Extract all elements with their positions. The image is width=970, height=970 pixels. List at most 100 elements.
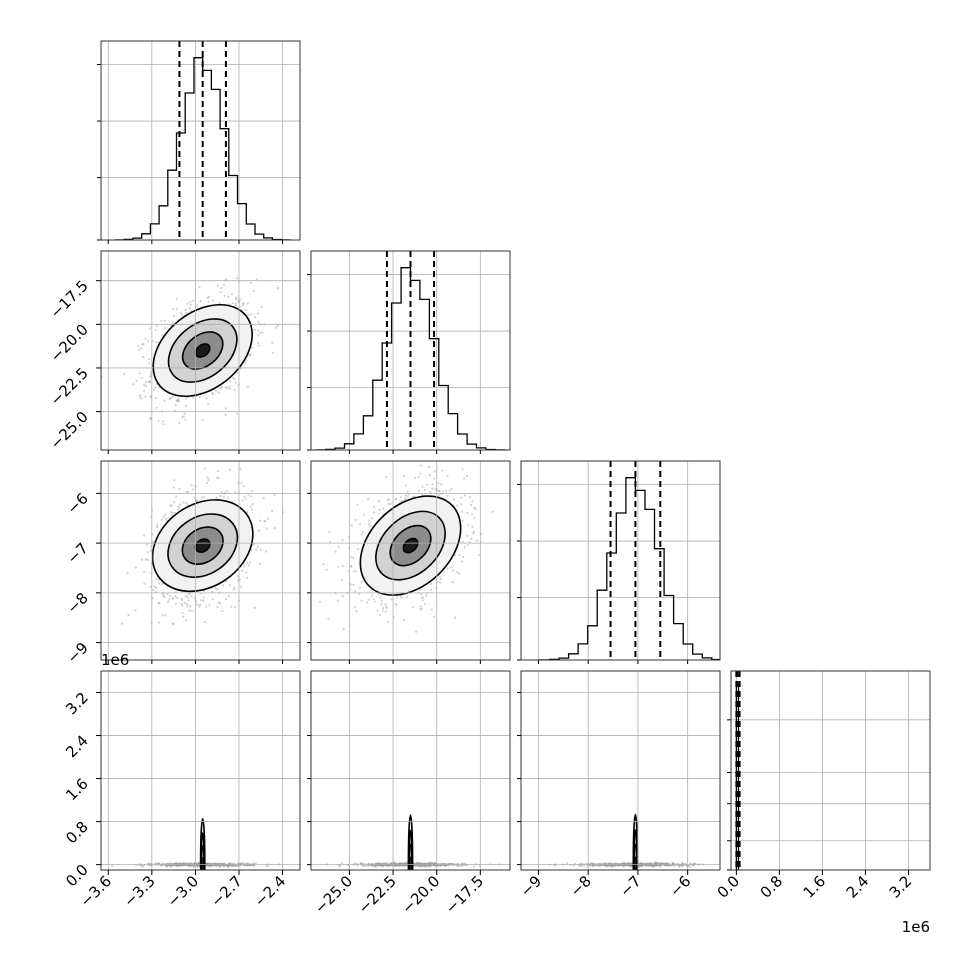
scatter-point xyxy=(180,603,183,606)
scatter-point xyxy=(458,554,461,557)
scatter-point xyxy=(463,494,466,497)
scatter-point xyxy=(421,493,424,496)
scatter-point xyxy=(212,299,215,302)
scatter-point xyxy=(182,862,185,865)
scatter-point xyxy=(622,861,625,865)
scatter-point xyxy=(218,865,221,868)
scatter-point xyxy=(154,341,158,344)
scatter-point xyxy=(196,865,199,868)
scatter-point xyxy=(227,296,230,299)
scatter-point xyxy=(226,496,229,499)
scatter-point xyxy=(328,530,331,533)
scatter-point xyxy=(229,862,232,865)
scatter-point xyxy=(471,500,474,503)
scatter-point xyxy=(378,862,381,865)
scatter-point xyxy=(189,452,191,454)
scatter-point xyxy=(210,590,214,593)
scatter-point xyxy=(242,302,245,305)
scatter-point xyxy=(233,586,236,589)
scatter-point xyxy=(264,520,267,523)
scatter-point xyxy=(137,344,140,348)
scatter-point xyxy=(250,508,254,511)
scatter-point xyxy=(220,286,223,290)
scatter-point xyxy=(200,496,204,499)
scatter-point xyxy=(271,351,274,354)
scatter-point xyxy=(458,572,461,575)
scatter-point xyxy=(359,862,362,865)
scatter-point xyxy=(235,412,238,415)
histogram-panel-p1 xyxy=(307,250,511,451)
scatter-point xyxy=(425,594,428,597)
scatter-point xyxy=(508,454,510,456)
scatter-point xyxy=(183,412,186,415)
scatter-point xyxy=(212,864,215,867)
scatter-point xyxy=(433,477,436,480)
scatter-point xyxy=(355,570,358,573)
scatter-point xyxy=(233,378,236,381)
scatter-point xyxy=(650,864,653,867)
scatter-point xyxy=(380,864,383,867)
scatter-point xyxy=(223,294,226,297)
scatter-point xyxy=(234,304,237,307)
scatter-point xyxy=(154,386,157,389)
scatter-point xyxy=(327,617,330,620)
scatter-point xyxy=(220,862,223,865)
scatter-point xyxy=(157,602,160,605)
scatter-point xyxy=(156,525,159,529)
scatter-point xyxy=(367,598,370,601)
scatter-point xyxy=(167,516,170,520)
scatter-point xyxy=(178,487,181,491)
scatter-point xyxy=(474,508,477,511)
histogram-panel-p2 xyxy=(517,460,721,661)
scatter-point xyxy=(420,607,423,610)
scatter-point xyxy=(424,862,427,865)
scatter-point xyxy=(155,523,158,526)
scatter-point xyxy=(199,299,202,303)
scatter-point xyxy=(382,864,385,867)
scatter-point xyxy=(155,586,158,590)
scatter-point xyxy=(236,371,239,374)
scatter-point xyxy=(689,862,692,865)
scatter-point xyxy=(170,864,173,868)
scatter-point xyxy=(239,298,242,301)
contour-level-3 xyxy=(194,538,211,553)
scatter-point xyxy=(423,864,426,867)
scatter-point xyxy=(430,861,433,864)
scatter-point xyxy=(629,864,632,868)
scatter-point xyxy=(463,477,466,480)
scatter-point xyxy=(465,475,468,478)
scatter-point xyxy=(652,864,655,867)
scatter-point xyxy=(265,527,268,530)
scatter-point xyxy=(471,513,474,516)
scatter-point xyxy=(214,862,218,865)
scatter-point xyxy=(367,864,370,868)
scatter-point xyxy=(163,471,165,473)
scatter-point xyxy=(171,597,174,600)
scatter-point xyxy=(172,321,175,324)
scatter-point xyxy=(432,862,435,865)
x-tick-label: −3.0 xyxy=(164,872,202,910)
scatter-point xyxy=(190,594,193,598)
scatter-point xyxy=(186,504,189,507)
scatter-point xyxy=(252,289,255,293)
scatter-point xyxy=(439,578,442,581)
scatter-point xyxy=(271,341,274,344)
scatter-point xyxy=(394,498,397,501)
scatter-point xyxy=(135,379,138,382)
scatter-point xyxy=(243,247,245,249)
scatter-point xyxy=(253,606,256,610)
scatter-point xyxy=(414,864,417,867)
scatter-point xyxy=(444,864,447,868)
scatter-point xyxy=(139,347,142,350)
scatter-point xyxy=(420,596,424,599)
histogram-panel-p3 xyxy=(727,670,931,871)
scatter-point xyxy=(236,865,239,868)
scatter-point xyxy=(395,603,398,607)
scatter-point xyxy=(419,592,422,596)
scatter-point xyxy=(419,472,422,475)
scatter-point xyxy=(174,602,177,605)
scatter-point xyxy=(450,487,453,491)
scatter-point xyxy=(402,862,405,865)
scatter-point xyxy=(251,503,254,506)
